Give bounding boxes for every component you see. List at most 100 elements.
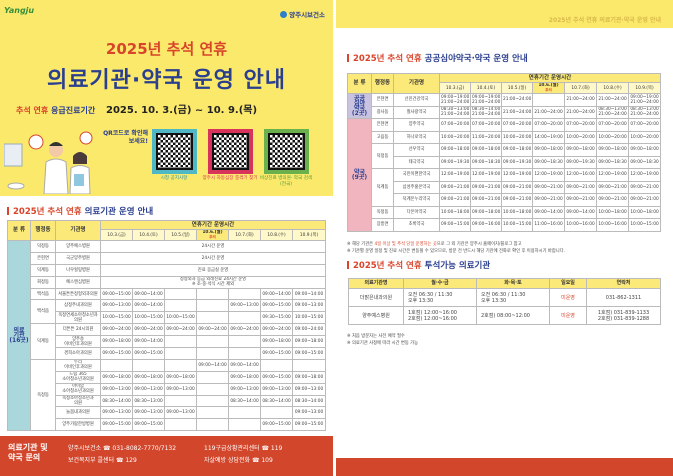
hours-cell: 12:00~16:00 <box>564 168 597 182</box>
title-line2: 의료기관·약국 운영 안내 <box>46 68 287 93</box>
hours-cell: 09:00~15:00 <box>291 347 327 360</box>
date-header: 10.5.(일) <box>164 229 197 241</box>
table-row: 장흥면 초록약국 09:00~15:00 09:00~16:00 10:00~15:00… <box>348 218 662 232</box>
qr-aed[interactable] <box>208 129 253 174</box>
table-row: 덕계동 나우힐링병원 진료 응급실 운영 <box>8 263 327 277</box>
hours-cell: 09:00~21:00 <box>532 193 565 207</box>
qr-emergency-search[interactable] <box>264 129 309 174</box>
hours-cell: 09:00~15:00 <box>291 418 327 432</box>
hours-cell <box>100 358 133 372</box>
hours-cell: 09:00~18:00 <box>627 143 662 157</box>
hours-cell: 21:00~24:00 <box>501 93 533 107</box>
hours-cell: 09:00~13:00 <box>291 406 327 420</box>
table-row: 덕계동 더튼튼 24시의원 09:00~24:00 09:00~24:00 09:00~… <box>8 323 327 360</box>
hours-cell <box>260 358 293 372</box>
hours-cell: 09:00~18:00 <box>532 143 565 157</box>
date-header: 10.4.(토) <box>132 229 165 241</box>
hours-cell: 10:00~18:00 <box>501 205 533 219</box>
section-bar <box>7 207 9 215</box>
category-cell: 의료 기관 (16곳) <box>7 239 31 432</box>
hours-cell: 09:00~18:00 <box>100 370 133 384</box>
operation-note: 24시간 운영 <box>99 240 327 253</box>
hours-cell: 09:00~21:00 <box>564 193 597 207</box>
hours-cell: 09:00~14:00 <box>228 358 261 372</box>
table-row: 고읍동 하나로약국 10:00~20:00 11:00~20:00 10:00~20:0… <box>348 130 662 144</box>
dialysis-notes: ※ 처음 방문자는 사전 예약 필수 ※ 의료기관 사정에 따라 시간 변동 가… <box>347 334 418 347</box>
table-row: 덕정동 선우약국 09:00~18:00 09:00~18:00 09:00~18:00… <box>348 143 662 169</box>
hours-cell: 09:00~14:00 <box>532 205 565 219</box>
institution-name: 선진건강약국 <box>393 93 440 107</box>
hours-cell: 09:00~24:00 <box>100 323 133 337</box>
date-header: 10.4.(토) <box>470 82 502 94</box>
hours-cell: 09:00~24:00 <box>291 323 327 337</box>
qr-code[interactable] <box>268 133 305 170</box>
hours-cell: 08:30~13:00 21:00~24:00 <box>627 105 662 119</box>
hours-cell: 12:00~19:00 <box>439 168 471 182</box>
hours-cell: 09:00~21:00 <box>470 193 502 207</box>
table-row: 양주가람한방병원 09:00~15:00 09:00~15:00 09:00~15:0… <box>8 418 327 432</box>
name-header: 기관명 <box>393 73 440 94</box>
column-header: 일요일 <box>549 278 587 289</box>
hours-cell: 09:00~21:00 <box>532 180 565 194</box>
contact-phone: 1호점) 031-839-1133 2호점) 031-839-1288 <box>586 306 661 325</box>
hours-cell: 09:00~13:00 <box>291 382 327 396</box>
district-cell: 은현면 <box>371 118 394 132</box>
hours-cell <box>228 311 261 325</box>
hours-cell: 09:00~21:00 <box>627 193 662 207</box>
health-center-icon <box>280 11 288 18</box>
hours-cell: 09:00~16:00 <box>470 218 502 232</box>
institution-name: 더맑은내과의원 <box>348 288 404 307</box>
hours-cell: 09:00~19:00 21:00~24:00 <box>627 93 662 107</box>
sunday-status: 미운영 <box>549 288 587 307</box>
qr-code[interactable] <box>156 133 193 170</box>
hours-cell <box>196 311 229 325</box>
qr-prompt: QR코드로 확인해보세요! <box>103 130 148 145</box>
hours-cell <box>164 299 197 313</box>
institution-name: 늘봄내과의원 <box>55 406 101 420</box>
hours-cell: 07:00~20:00 <box>501 118 533 132</box>
date-header: 10.6.(월) 추석 <box>532 82 565 94</box>
hours-cell: 09:00~21:00 <box>439 180 471 194</box>
hours-cell: 10:00~18:00 <box>627 205 662 219</box>
table-row: 태극약국 09:00~19:30 09:00~18:30 09:00~19:30 09:… <box>348 155 662 169</box>
hours-cell: 10:00~15:00 <box>501 218 533 232</box>
hours-cell: 09:00~24:00 <box>132 323 165 337</box>
hours-cell: 09:00~15:00 <box>260 418 293 432</box>
hours-cell <box>196 287 229 301</box>
pharmacy-notes: ※ 해당 기관은 4일 이상 및 추석 당일 운영하는 곳으로 그 외 기관은 … <box>347 242 565 255</box>
hours-cell <box>196 394 229 408</box>
qr-notice[interactable] <box>152 129 197 174</box>
hours-cell: 10:00~18:00 <box>439 205 471 219</box>
date-row: 10.3.(금) 10.4.(토) 10.5.(일) 10.6.(월) 추석 10.7.(… <box>348 82 662 94</box>
pharmacy-table: 분 류 행정동 기관명 연휴기간 운영시간 10.3.(금) 10.4.(토) 10.5.(… <box>347 73 662 232</box>
hours-cell: 07:00~20:00 <box>596 118 629 132</box>
hours-cell: 09:00~21:00 <box>596 180 629 194</box>
institution-name: 경희소아과의원 <box>55 347 101 360</box>
hours-cell: 10:00~15:00 <box>291 311 327 325</box>
institution-name: 옥정소아청소년과 의원 <box>55 394 101 408</box>
institution-name: 옥정연세소아청소년과의원 <box>55 311 101 325</box>
column-header: 화·목·토 <box>476 278 550 289</box>
hours-cell: 09:00~21:00 <box>501 180 533 194</box>
period-header: 연휴기간 운영시간 <box>438 73 662 83</box>
table-row: 양주예스병원 1호점) 12:00~16:00 2호점) 12:00~16:00 2… <box>348 306 661 325</box>
hours-cell: 10:00~18:00 <box>596 205 629 219</box>
table-row: 늘봄내과의원 09:00~13:00 09:00~13:00 09:00~13:00 0… <box>8 406 327 420</box>
contact-suicide-prevention: 자살예방 상담전화 ☎ 109 <box>204 457 273 464</box>
right-banner: 2025년 추석 연휴 의료기관·약국 운영 안내 <box>336 0 673 28</box>
qr-code[interactable] <box>212 133 249 170</box>
hours-cell: 12:00~19:00 <box>596 168 629 182</box>
district-cell: 덕계동 <box>30 323 56 360</box>
hours-cell: 09:00~21:00 <box>564 180 597 194</box>
emergency-period: 추석 연휴 응급진료기간 2025. 10. 3.(금) ~ 10. 9.(목) <box>16 101 257 116</box>
period-header: 연휴기간 운영시간 <box>99 220 327 230</box>
institution-name: 삼정주내과의원 <box>55 299 101 313</box>
district-cell: 장흥면 <box>371 218 394 232</box>
institution-name: 덕계온누리약국 <box>393 193 440 207</box>
hours-cell: 08:30~14:00 <box>260 394 293 408</box>
hours-cell <box>164 358 197 372</box>
hours-cell: 09:00~21:00 <box>470 180 502 194</box>
note-text: ※ 해당 기관은 <box>347 242 375 247</box>
hours-cell: 09:30~15:00 <box>260 311 293 325</box>
hours-cell: 10:00~20:00 <box>439 130 471 144</box>
